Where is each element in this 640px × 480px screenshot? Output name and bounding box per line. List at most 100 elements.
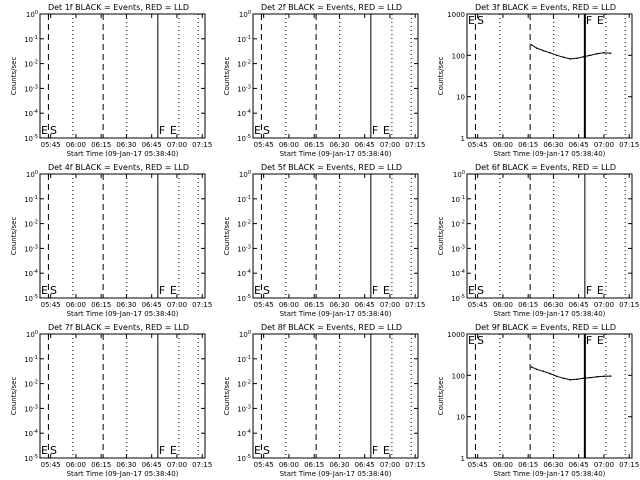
marker-f: F (159, 284, 165, 297)
plot-title: Det 6f BLACK = Events, RED = LLD (475, 163, 616, 172)
y-tick-label: 10-2 (237, 220, 251, 229)
plot-frame (466, 173, 633, 299)
marker-s: S (477, 284, 484, 297)
y-tick-label: 1 (461, 135, 465, 143)
events-data-point (549, 372, 551, 375)
marker-s: S (50, 444, 57, 457)
y-tick-label: 10-4 (237, 429, 251, 438)
y-tick-label: 10-5 (24, 454, 38, 463)
y-tick-label: 10-3 (24, 84, 38, 93)
marker-s: S (50, 284, 57, 297)
x-tick-label: 07:00 (594, 301, 614, 309)
marker-f: F (372, 124, 378, 137)
events-data-point (582, 377, 585, 380)
marker-e-start: E (254, 444, 261, 457)
events-data-point (555, 375, 558, 378)
y-axis-label: Counts/sec (10, 217, 18, 256)
y-tick-label: 10-5 (24, 294, 38, 303)
detector-plot-5: Det 5f BLACK = Events, RED = LLD 10-5 10-4… (223, 163, 425, 318)
events-data-point (542, 370, 545, 373)
marker-f: F (159, 124, 165, 137)
x-tick-label: 06:15 (91, 141, 111, 149)
detector-plot-7: Det 7f BLACK = Events, RED = LLD 10-5 10-4… (10, 323, 212, 478)
y-axis-label: Counts/sec (10, 377, 18, 416)
x-axis-label: Start Time (09-Jan-17 05:38:40) (67, 150, 179, 158)
x-tick-label: 06:30 (116, 461, 136, 469)
plot-frame (466, 13, 633, 139)
x-tick-label: 06:45 (569, 461, 589, 469)
x-tick-label: 07:00 (594, 461, 614, 469)
events-data-point (596, 376, 599, 378)
y-tick-label: 100 (239, 170, 251, 179)
x-tick-label: 05:45 (468, 141, 488, 149)
plot-title: Det 3f BLACK = Events, RED = LLD (475, 3, 616, 12)
x-tick-label: 07:00 (167, 141, 187, 149)
y-axis-label: Counts/sec (223, 377, 231, 416)
events-data-point (609, 375, 612, 377)
y-tick-label: 100 (452, 52, 465, 60)
y-tick-label: 100 (26, 170, 38, 179)
x-tick-label: 06:45 (569, 301, 589, 309)
x-tick-label: 05:45 (254, 141, 274, 149)
y-tick-label: 10-2 (237, 60, 251, 69)
x-tick-label: 06:15 (304, 141, 324, 149)
y-axis-label: Counts/sec (437, 57, 445, 96)
y-axis-label: Counts/sec (223, 57, 231, 96)
x-tick-label: 06:30 (329, 141, 349, 149)
x-axis-label: Start Time (09-Jan-17 05:38:40) (280, 470, 392, 478)
plot-frame (39, 13, 206, 139)
x-tick-label: 06:30 (329, 461, 349, 469)
events-data-point (589, 376, 592, 379)
marker-e-end: E (170, 284, 177, 297)
marker-e-end: E (383, 284, 390, 297)
events-data-point (535, 368, 538, 371)
x-tick-label: 06:15 (304, 461, 324, 469)
x-tick-label: 06:45 (355, 301, 375, 309)
x-tick-label: 06:30 (116, 301, 136, 309)
marker-f: F (586, 284, 592, 297)
x-axis-label: Start Time (09-Jan-17 05:38:40) (494, 470, 606, 478)
x-tick-label: 06:45 (142, 301, 162, 309)
y-tick-label: 10-5 (237, 134, 251, 143)
y-tick-label: 100 (239, 330, 251, 339)
x-tick-label: 07:15 (192, 301, 212, 309)
marker-f: F (159, 444, 165, 457)
x-tick-label: 05:45 (254, 461, 274, 469)
y-axis-label: Counts/sec (223, 217, 231, 256)
events-data-point (569, 58, 572, 60)
plot-title: Det 1f BLACK = Events, RED = LLD (48, 3, 189, 12)
x-tick-label: 06:30 (116, 141, 136, 149)
events-data-point (589, 54, 592, 57)
x-tick-label: 06:45 (142, 461, 162, 469)
y-tick-label: 1000 (447, 331, 465, 339)
y-tick-label: 10-3 (237, 84, 251, 93)
y-tick-label: 10-3 (237, 404, 251, 413)
y-tick-label: 10 (456, 94, 465, 102)
x-tick-label: 06:00 (279, 461, 299, 469)
detector-plot-3: Det 3f BLACK = Events, RED = LLD 1 10 100 10… (437, 3, 639, 158)
detector-plot-1: Det 1f BLACK = Events, RED = LLD 10-5 10-4… (10, 3, 212, 158)
plot-title: Det 2f BLACK = Events, RED = LLD (261, 3, 402, 12)
events-data-point (535, 47, 538, 49)
detector-plot-6: Det 6f BLACK = Events, RED = LLD 10-5 10-4… (437, 163, 639, 318)
events-data-point (582, 56, 585, 58)
marker-e-start: E (254, 124, 261, 137)
x-tick-label: 06:00 (493, 461, 513, 469)
y-tick-label: 10-4 (24, 109, 38, 118)
marker-f: F (586, 334, 592, 347)
x-tick-label: 06:15 (91, 301, 111, 309)
x-tick-label: 07:00 (380, 141, 400, 149)
y-tick-label: 10-4 (24, 429, 38, 438)
plot-frame (39, 173, 206, 299)
events-series-line (531, 366, 611, 381)
x-tick-label: 06:45 (142, 141, 162, 149)
y-tick-label: 10-3 (451, 244, 465, 253)
x-axis-label: Start Time (09-Jan-17 05:38:40) (67, 470, 179, 478)
marker-s: S (263, 284, 270, 297)
y-tick-label: 10-3 (24, 404, 38, 413)
y-tick-label: 10-2 (24, 380, 38, 389)
x-tick-label: 06:00 (279, 301, 299, 309)
x-tick-label: 06:15 (518, 461, 538, 469)
y-tick-label: 10-2 (24, 60, 38, 69)
